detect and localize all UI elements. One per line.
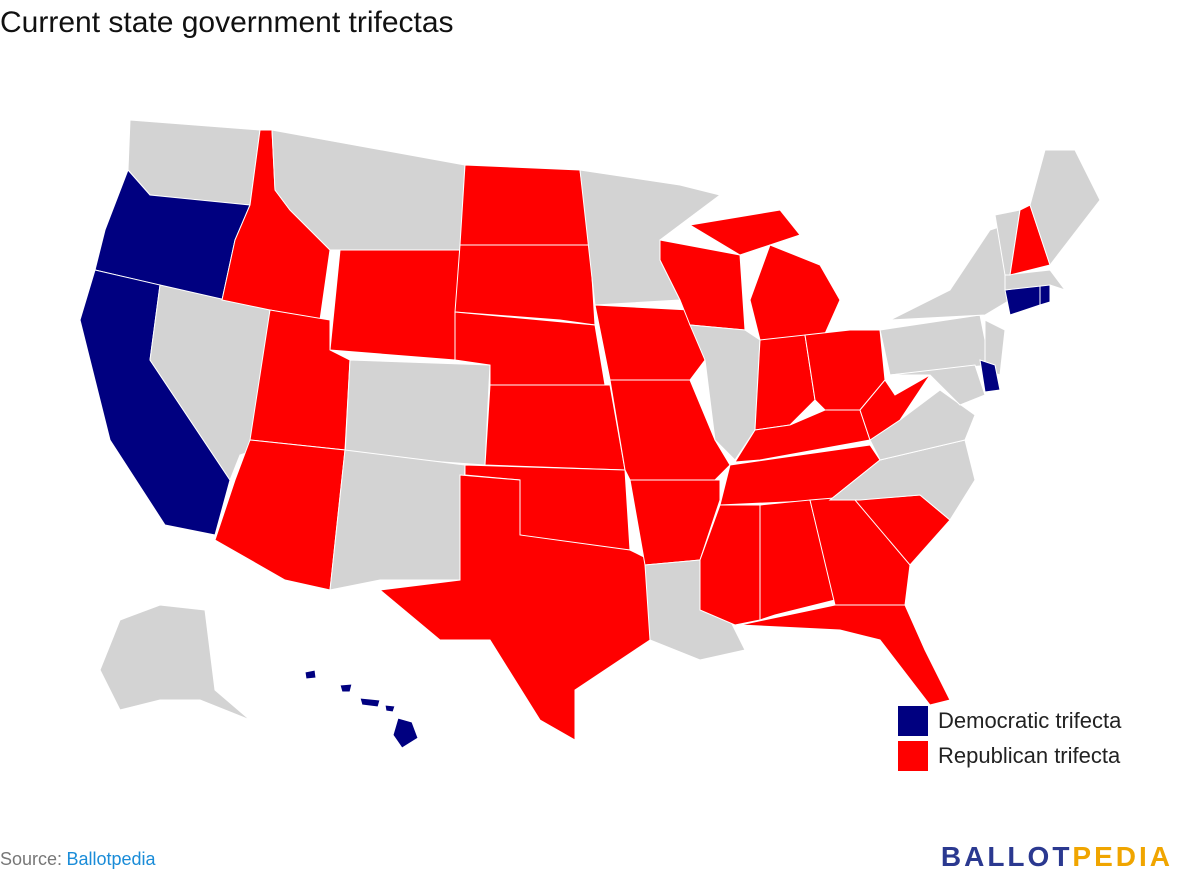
state (828, 439, 976, 521)
legend-label: Republican trifecta (938, 743, 1121, 768)
legend-swatch (898, 741, 928, 771)
source-prefix: Source: (0, 849, 62, 869)
state (688, 209, 801, 256)
state (629, 479, 721, 566)
legend-swatch (898, 706, 928, 736)
state (979, 359, 1001, 393)
state (1004, 269, 1067, 291)
state (378, 474, 651, 741)
state (484, 384, 626, 471)
state (304, 669, 317, 680)
logo: BALLOTPEDIA (941, 841, 1173, 872)
state (392, 717, 419, 749)
state (359, 697, 381, 708)
state (1029, 149, 1101, 267)
state (99, 604, 251, 721)
logo-part: BALLOT (941, 841, 1073, 872)
state (609, 379, 731, 481)
state (739, 604, 951, 706)
state (889, 364, 986, 406)
state (749, 244, 841, 346)
state (329, 449, 466, 591)
state (594, 304, 706, 381)
state (984, 319, 1006, 376)
source: Source: Ballotpedia (0, 849, 157, 869)
state (754, 334, 816, 431)
state (459, 164, 591, 246)
state (344, 359, 491, 466)
state (339, 683, 353, 693)
state (329, 249, 461, 361)
map (79, 119, 1101, 749)
state (384, 704, 396, 713)
source-link[interactable]: Ballotpedia (67, 849, 157, 869)
logo-part: PEDIA (1072, 841, 1173, 872)
state (454, 244, 596, 326)
state (759, 499, 836, 621)
title: Current state government trifectas (0, 6, 454, 39)
legend-label: Democratic trifecta (938, 708, 1122, 733)
state (689, 324, 761, 461)
state (1039, 284, 1051, 306)
state (889, 224, 1011, 321)
